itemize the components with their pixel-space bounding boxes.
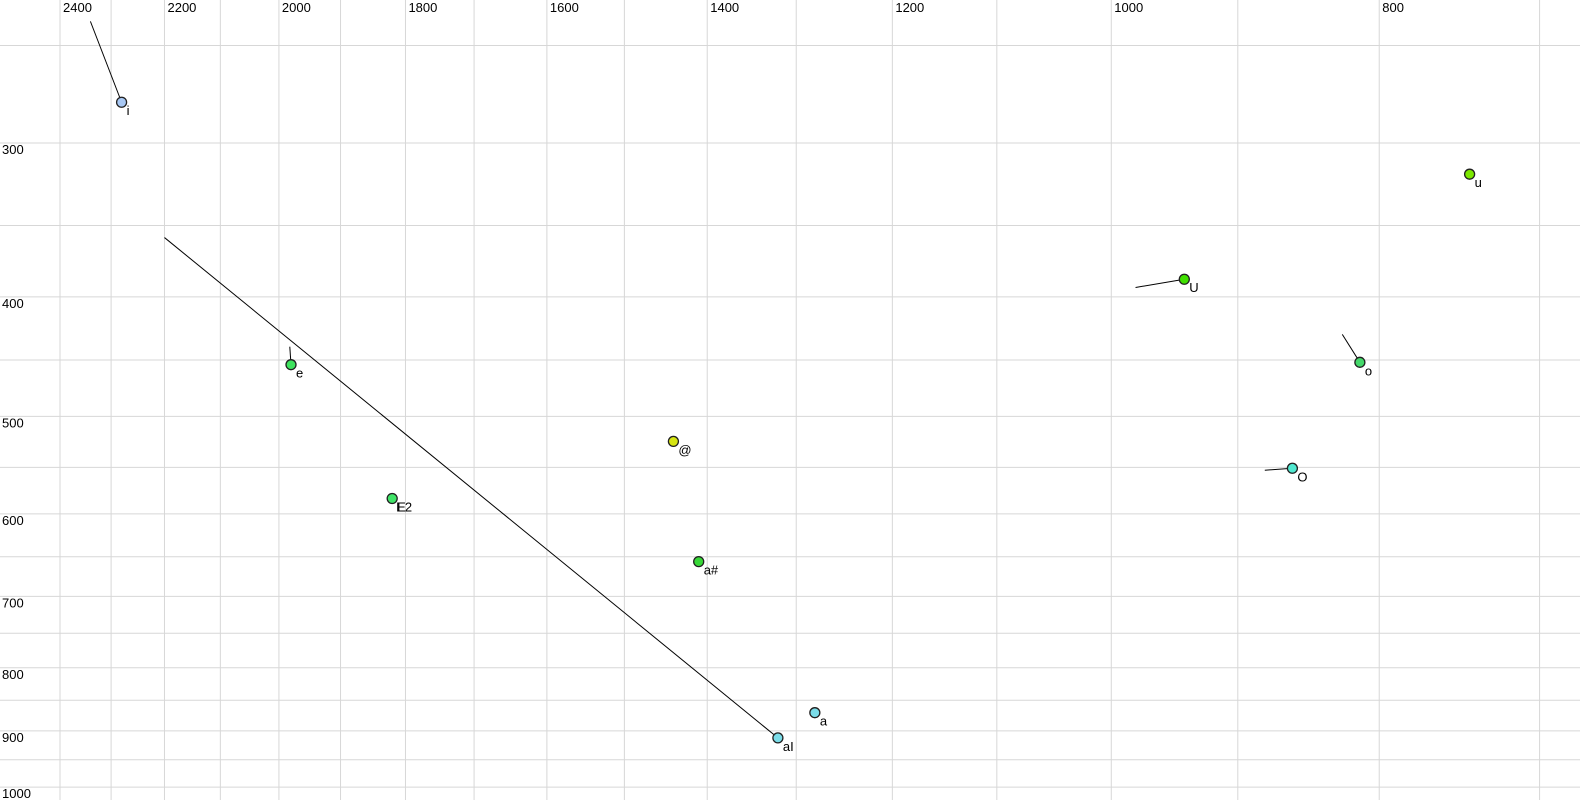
x-tick-label-1600: 1600 [550,0,579,15]
vowel-point-O[interactable] [1286,462,1299,474]
vowel-point-e[interactable] [285,359,297,371]
vowel-point-u[interactable] [1463,168,1476,180]
y-tick-label-600: 600 [2,513,24,528]
y-tick-label-1000: 1000 [2,786,31,800]
y-tick-label-900: 900 [2,730,24,745]
x-tick-label-1400: 1400 [710,0,739,15]
vowel-label-U: U [1189,280,1198,295]
vowel-point-@[interactable] [667,435,680,448]
x-tick-label-1200: 1200 [895,0,924,15]
vowel-point-o[interactable] [1354,356,1366,368]
vowel-label-i: i [127,103,130,118]
y-tick-label-400: 400 [2,296,24,311]
vowel-label-E2: E2 [396,499,412,514]
vowel-label-u: u [1475,175,1482,190]
y-tick-label-500: 500 [2,415,24,430]
y-tick-label-700: 700 [2,595,24,610]
vowel-trajectory-aI [164,237,779,739]
vowel-point-a#[interactable] [693,555,705,568]
vowel-label-O: O [1297,469,1307,484]
x-tick-label-800: 800 [1382,0,1404,15]
vowel-label-@: @ [678,442,691,457]
x-tick-label-2200: 2200 [167,0,196,15]
x-tick-label-2000: 2000 [282,0,311,15]
vowel-label-o: o [1365,363,1372,378]
x-tick-label-2400: 2400 [63,0,92,15]
vowel-point-U[interactable] [1178,273,1190,285]
vowel-label-a: a [820,714,828,729]
y-tick-label-800: 800 [2,667,24,682]
x-tick-label-1800: 1800 [408,0,437,15]
vowel-label-aI: aI [783,739,794,754]
vowel-label-a#: a# [704,563,719,578]
vowel-label-e: e [296,366,303,381]
vowel-point-i[interactable] [115,96,128,108]
vowel-point-E[interactable] [386,492,398,505]
vowel-trajectory-i [89,21,123,103]
y-tick-label-300: 300 [2,142,24,157]
vowel-label-E: E [397,499,406,514]
vowel-point-aI[interactable] [772,732,784,744]
x-tick-label-1000: 1000 [1114,0,1143,15]
vowel-trajectory-U [1135,278,1185,288]
vowel-point-a[interactable] [809,707,821,719]
